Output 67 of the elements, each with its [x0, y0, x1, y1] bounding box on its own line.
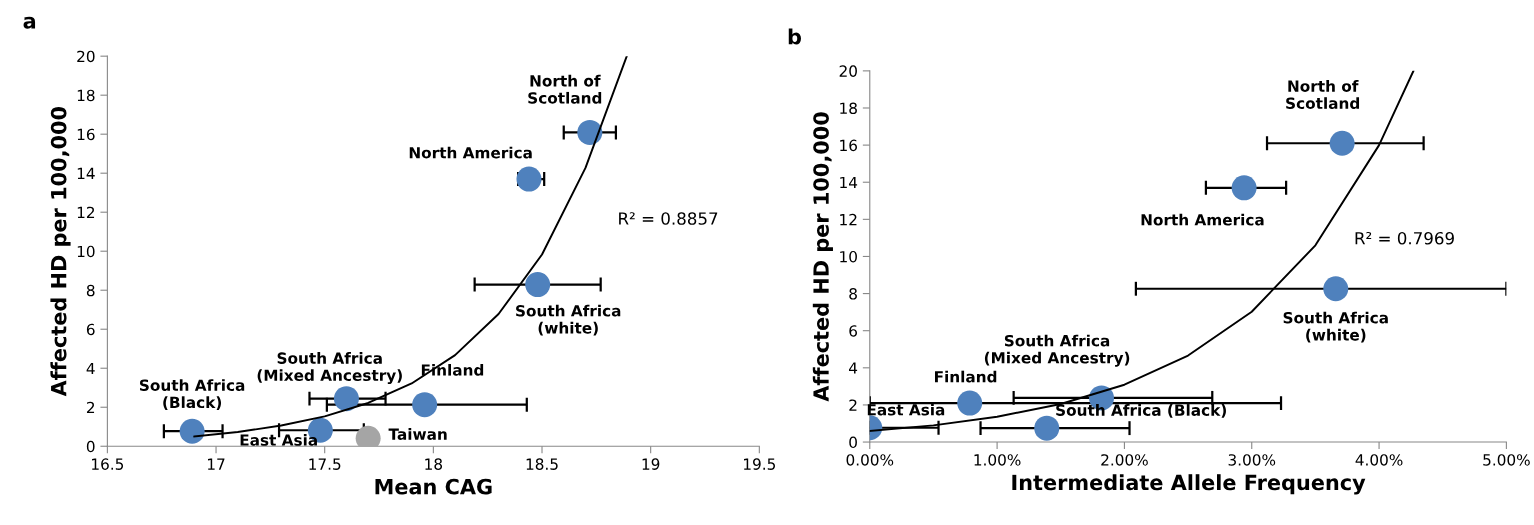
series-label: South Africa (Mixed Ancestry) — [257, 352, 402, 385]
y-tick-label: 8 — [86, 284, 95, 297]
x-tick-label: 1.00% — [974, 454, 1021, 466]
point — [1323, 276, 1349, 302]
annotation: R² = 0.8857 — [619, 212, 718, 225]
point — [1231, 175, 1257, 201]
point — [1034, 415, 1060, 441]
x-tick-label: 5.00% — [1483, 454, 1530, 466]
x-tick-label: 19 — [642, 458, 660, 470]
series-label: South Africa (Mixed Ancestry) — [984, 334, 1130, 367]
y-tick-label: 20 — [839, 65, 857, 77]
y-tick-label: 8 — [849, 288, 857, 300]
y-tick-label: 14 — [77, 167, 95, 179]
series-label: East Asia — [867, 403, 945, 416]
series-label: North America — [1141, 213, 1264, 226]
y-tick-label: 0 — [849, 436, 857, 449]
x-axis-title: Mean CAG — [375, 478, 492, 495]
y-tick-label: 10 — [77, 245, 95, 258]
x-tick-label: 4.00% — [1355, 454, 1403, 466]
y-tick-label: 16 — [840, 139, 858, 152]
y-tick-label: 14 — [840, 176, 858, 189]
point — [577, 119, 603, 145]
point — [412, 392, 438, 418]
x-tick-label: 17.5 — [309, 458, 341, 470]
series-label: South Africa (white) — [516, 304, 621, 336]
series-label: North of Scotland — [1286, 80, 1360, 110]
chart-title: b — [788, 28, 801, 45]
series-label: Taiwan — [388, 428, 447, 440]
x-axis-title: Intermediate Allele Frequency — [1012, 474, 1366, 495]
x-tick-label: 3.00% — [1228, 454, 1276, 466]
x-tick-label: 0.00% — [846, 454, 894, 466]
series-label: South Africa (Black) — [1056, 404, 1226, 418]
point — [333, 386, 359, 412]
series-label: North America — [409, 146, 532, 159]
y-tick-label: 4 — [849, 362, 858, 374]
series-label: East Asia — [240, 433, 317, 446]
series-label: North of Scotland — [528, 74, 602, 104]
point — [1329, 130, 1355, 156]
y-tick-label: 2 — [86, 401, 95, 414]
x-tick-label: 17 — [208, 458, 225, 470]
x-tick-label: 18 — [425, 458, 443, 470]
y-tick-label: 6 — [849, 325, 858, 337]
x-tick-label: 16.5 — [92, 458, 124, 470]
point — [525, 272, 551, 298]
point — [179, 418, 205, 444]
y-tick-label: 12 — [77, 206, 95, 219]
y-tick-label: 6 — [86, 323, 95, 336]
y-tick-label: 16 — [77, 128, 95, 141]
y-tick-label: 18 — [840, 102, 857, 115]
series-label: Finland — [935, 370, 997, 383]
annotation: R² = 0.7969 — [1355, 231, 1454, 245]
series-label: South Africa (Black) — [139, 379, 245, 410]
x-tick-label: 2.00% — [1101, 454, 1148, 466]
y-tick-label: 12 — [840, 213, 857, 226]
chart-title: a — [23, 16, 36, 29]
y-tick-label: 18 — [77, 89, 95, 102]
y-tick-label: 4 — [86, 362, 95, 375]
point — [957, 390, 983, 416]
y-tick-label: 20 — [77, 50, 95, 63]
y-tick-label: 2 — [849, 399, 857, 411]
y-axis-title: Affected HD per 100,000 — [812, 112, 833, 402]
series-label: South Africa (white) — [1283, 311, 1388, 343]
y-tick-label: 10 — [840, 250, 857, 263]
x-tick-label: 19.5 — [744, 458, 775, 470]
y-axis-title: Affected HD per 100,000 — [50, 106, 71, 397]
y-tick-label: 0 — [86, 440, 95, 453]
x-tick-label: 18.5 — [526, 458, 558, 470]
